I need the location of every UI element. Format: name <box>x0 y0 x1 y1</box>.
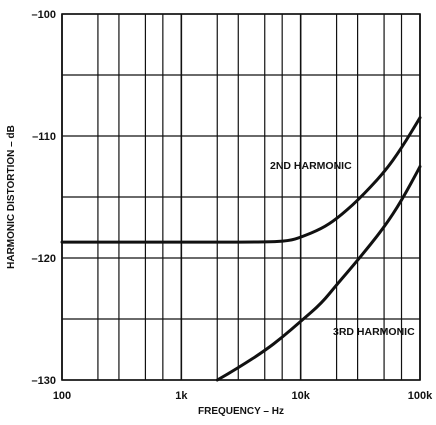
y-axis-label: HARMONIC DISTORTION – dB <box>6 125 17 269</box>
annotation-2nd-harmonic: 2ND HARMONIC <box>270 160 352 172</box>
annotation-3rd-harmonic: 3RD HARMONIC <box>333 326 415 338</box>
series-line-2nd-harmonic <box>60 116 422 244</box>
x-axis-label: FREQUENCY – Hz <box>198 406 284 417</box>
tick-labels: 100 1k 10k 100k –100 –110 –120 –130 <box>32 9 434 402</box>
y-tick-label: –130 <box>32 375 56 387</box>
y-tick-label: –120 <box>32 253 56 265</box>
y-tick-label: –100 <box>32 9 56 21</box>
y-tick-label: –110 <box>32 131 56 143</box>
x-tick-label: 1k <box>175 390 188 402</box>
series-lines <box>60 116 422 382</box>
series-line-3rd-harmonic <box>215 165 422 382</box>
x-tick-label: 10k <box>291 390 310 402</box>
x-tick-label: 100k <box>408 390 433 402</box>
x-tick-label: 100 <box>53 390 71 402</box>
plot-frame <box>61 13 421 381</box>
